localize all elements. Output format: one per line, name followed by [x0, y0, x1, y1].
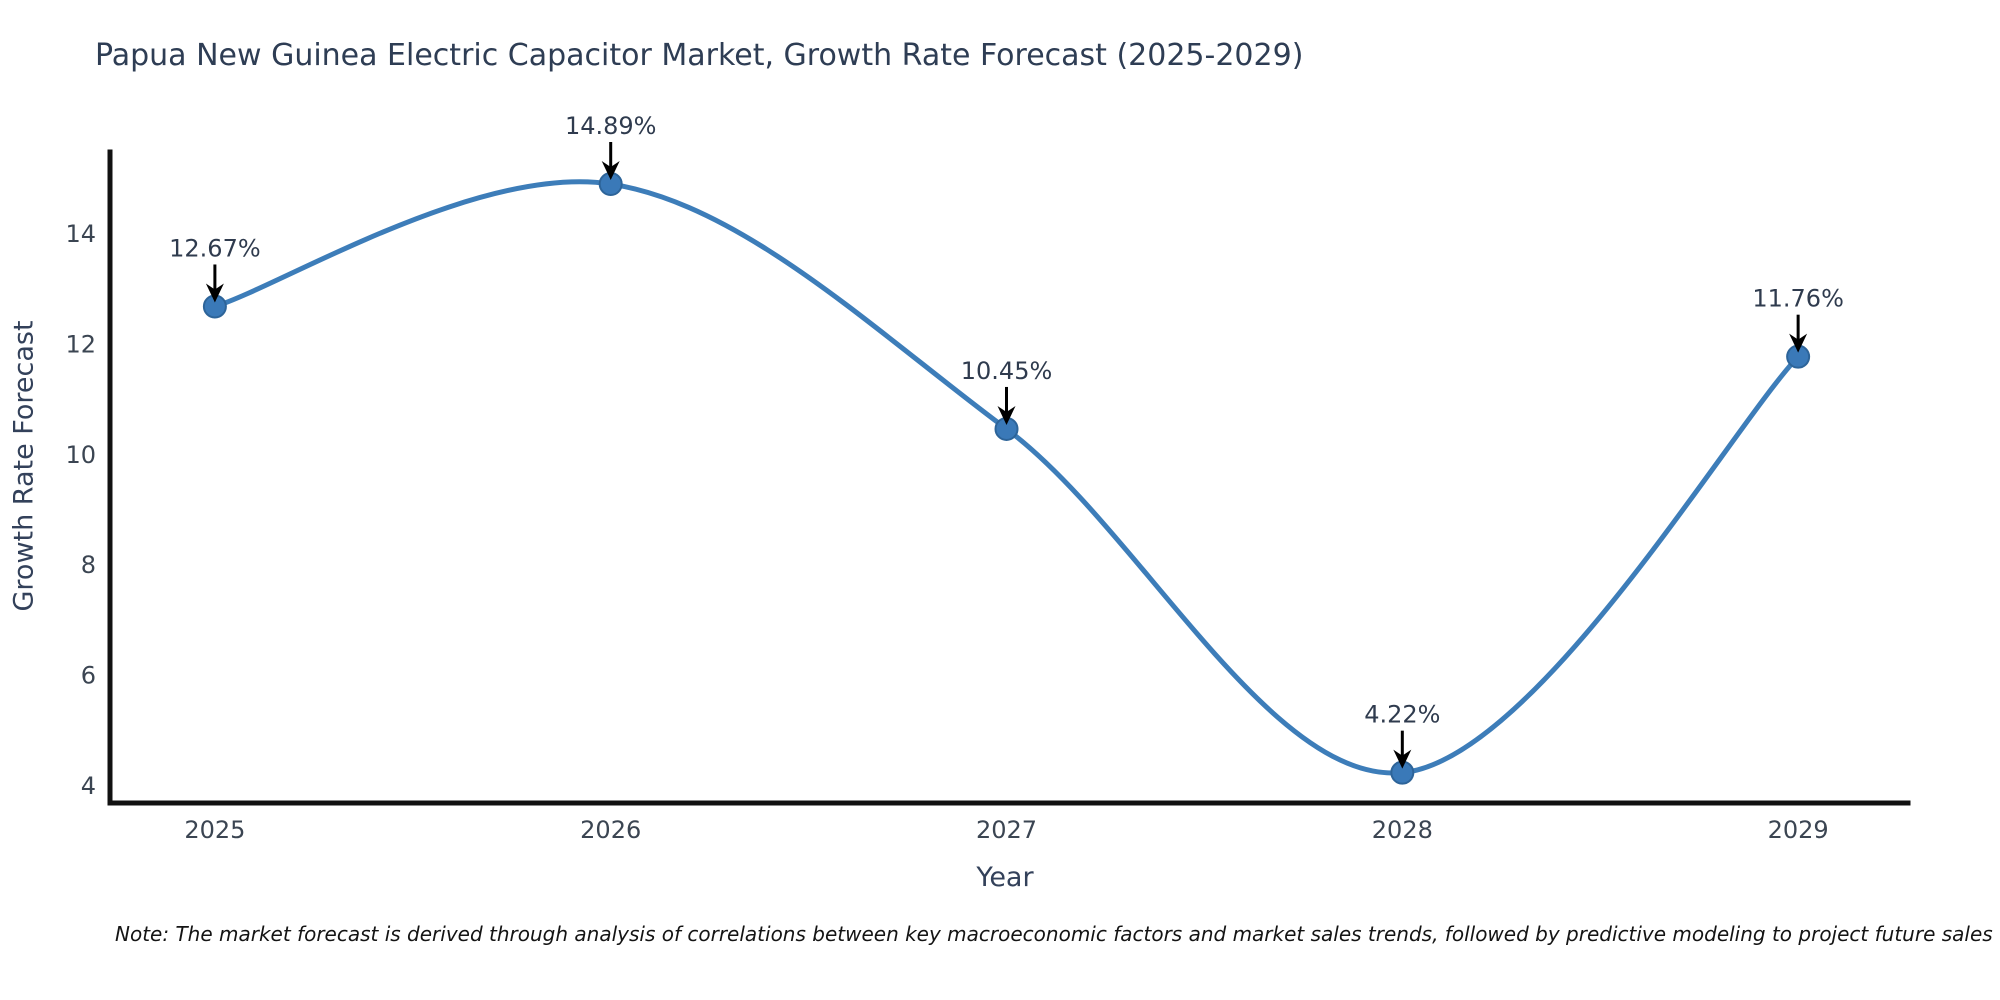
y-axis-title: Growth Rate Forecast: [8, 320, 40, 612]
y-tick-label: 6: [81, 661, 96, 689]
annotation-arrowhead: [1393, 749, 1412, 769]
annotation-arrowhead: [997, 405, 1016, 425]
x-tick-label: 2028: [1372, 816, 1433, 844]
annotation-label: 4.22%: [1364, 701, 1440, 729]
y-tick-label: 8: [81, 551, 96, 579]
x-tick-label: 2027: [976, 816, 1037, 844]
footnote: Note: The market forecast is derived thr…: [115, 922, 1993, 946]
annotation-label: 10.45%: [961, 357, 1053, 385]
annotation-arrowhead: [601, 160, 620, 180]
trace-line: [212, 179, 1801, 776]
x-tick-label: 2025: [184, 816, 245, 844]
annotation-label: 11.76%: [1752, 285, 1844, 313]
annotation-arrowhead: [205, 283, 224, 303]
annotation-arrowhead: [1789, 333, 1808, 353]
y-tick-label: 10: [65, 441, 96, 469]
y-tick-label: 12: [65, 330, 96, 358]
annotation-label: 14.89%: [565, 112, 657, 140]
x-tick-label: 2026: [580, 816, 641, 844]
chart-title: Papua New Guinea Electric Capacitor Mark…: [95, 38, 1304, 73]
annotation-label: 12.67%: [169, 234, 261, 262]
x-tick-label: 2029: [1768, 816, 1829, 844]
y-tick-label: 14: [65, 220, 96, 248]
x-axis-title: Year: [976, 862, 1034, 893]
axis-spines: [107, 149, 1911, 806]
y-tick-label: 4: [81, 772, 96, 800]
